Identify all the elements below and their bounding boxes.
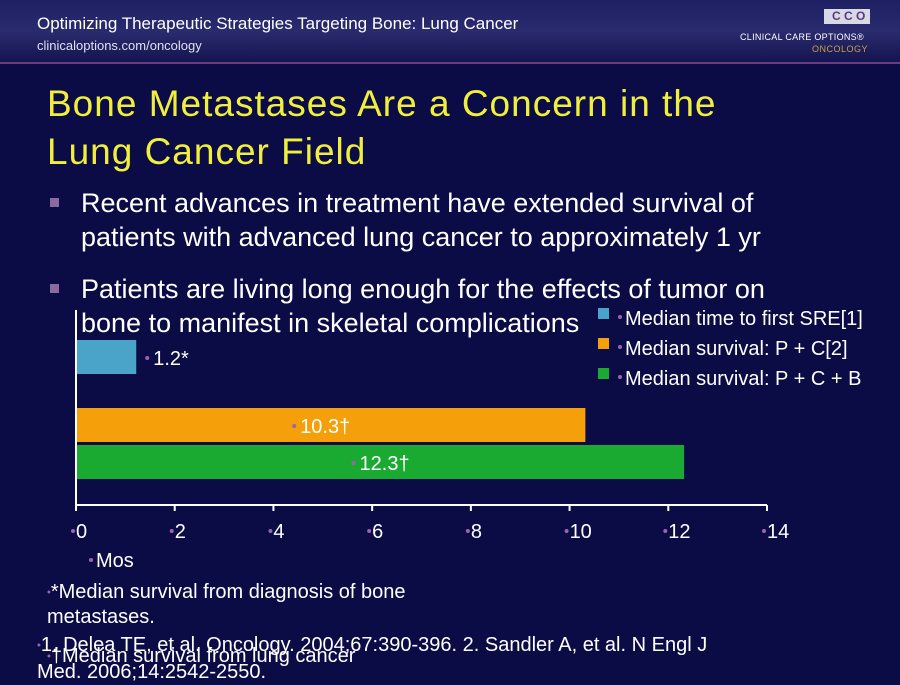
x-tick-label: 8 <box>471 521 482 543</box>
chart-axes <box>75 310 767 506</box>
bullet-line: patients with advanced lung cancer to ap… <box>81 222 761 252</box>
references: •1. Delea TE, et al. Oncology. 2004;67:3… <box>37 634 708 683</box>
tick-dot-icon <box>465 529 470 533</box>
chart-bars: 1.2* 10.3† 12.3† <box>77 340 685 479</box>
axis-label-dot-icon <box>89 558 93 562</box>
tick-dot-icon <box>564 529 569 533</box>
chart-ticks: 0 2 4 6 8 10 12 14 <box>71 505 789 562</box>
bar <box>77 340 137 374</box>
data-label: 1.2* <box>153 348 189 370</box>
data-label-dot-icon <box>351 461 356 465</box>
slide-title-line: Bone Metastases Are a Concern in the <box>47 83 717 124</box>
x-tick-label: 10 <box>570 521 592 543</box>
bar <box>77 445 685 479</box>
legend-label: Median survival: P + C[2] <box>625 338 848 360</box>
footnote-line: metastases. <box>47 605 155 628</box>
bullet-square-icon <box>50 198 59 207</box>
logo-letter: C <box>844 9 853 23</box>
cco-logo-icon: C C O <box>824 9 870 24</box>
bullet-line: Patients are living long enough for the … <box>81 274 765 304</box>
legend-dot-icon <box>618 345 622 349</box>
bullet-line: bone to manifest in skeletal complicatio… <box>81 308 580 338</box>
x-tick-label: 14 <box>767 521 789 543</box>
header-url[interactable]: clinicaloptions.com/oncology <box>37 38 202 53</box>
tick-dot-icon <box>663 529 668 533</box>
slide-title: Bone Metastases Are a Concern in the Lun… <box>47 80 867 176</box>
reference-line: 1. Delea TE, et al. Oncology. 2004;67:39… <box>40 634 708 656</box>
bullet-square-icon <box>50 284 59 293</box>
bullet-line: Recent advances in treatment have extend… <box>81 188 754 218</box>
x-tick-label: 12 <box>668 521 690 543</box>
tick-dot-icon <box>268 529 273 533</box>
data-label-dot-icon <box>292 424 297 428</box>
header-title: Optimizing Therapeutic Strategies Target… <box>37 14 519 33</box>
footnote-line: *Median survival from diagnosis of bone <box>50 581 406 603</box>
legend-swatch <box>598 338 609 349</box>
legend-dot-icon <box>618 375 622 379</box>
chart-legend: Median time to first SRE[1] Median surviv… <box>598 308 863 390</box>
logo-letter: C <box>832 9 841 23</box>
logo-subtext: ONCOLOGY <box>812 44 869 54</box>
data-label: 12.3† <box>360 453 410 475</box>
bar <box>77 408 586 442</box>
legend-label: Median survival: P + C + B <box>625 368 861 390</box>
bullet-item: Patients are living long enough for the … <box>81 272 765 340</box>
logo-letter: O <box>856 9 866 23</box>
x-tick-label: 4 <box>273 521 284 543</box>
legend-dot-icon <box>618 315 622 319</box>
legend-swatch <box>598 308 609 319</box>
tick-dot-icon <box>762 529 766 533</box>
slide-header: Optimizing Therapeutic Strategies Target… <box>0 0 900 64</box>
tick-dot-icon <box>367 529 372 533</box>
data-label: 10.3† <box>300 416 350 438</box>
legend-swatch <box>598 368 609 379</box>
logo-text: CLINICAL CARE OPTIONS® <box>740 32 864 42</box>
bar-chart: 1.2* 10.3† 12.3† 0 2 4 6 8 10 12 14 Median time t… <box>71 308 863 572</box>
x-axis-label: Mos <box>96 550 134 572</box>
data-label-dot-icon <box>145 356 150 360</box>
x-tick-label: 6 <box>372 521 383 543</box>
tick-dot-icon <box>71 529 75 533</box>
slide-title-line: Lung Cancer Field <box>47 131 367 172</box>
x-tick-label: 2 <box>175 521 186 543</box>
legend-label: Median time to first SRE[1] <box>625 308 863 330</box>
bullet-item: Recent advances in treatment have extend… <box>81 186 761 254</box>
footnote-survival: •†Median survival from lung cancer <box>47 645 356 667</box>
footnote-sre: •*Median survival from diagnosis of bone… <box>47 581 406 628</box>
tick-dot-icon <box>169 529 174 533</box>
x-tick-label: 0 <box>76 521 87 543</box>
footnote-line: †Median survival from lung cancer <box>50 645 356 667</box>
reference-line: Med. 2006;14:2542-2550. <box>37 660 267 683</box>
